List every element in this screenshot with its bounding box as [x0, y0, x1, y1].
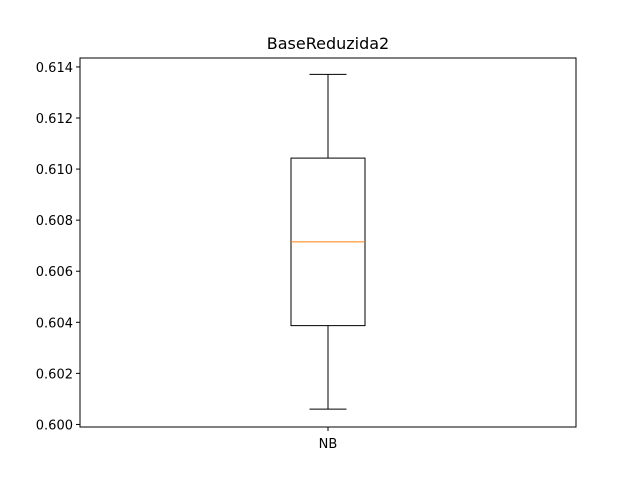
- y-tick-label: 0.602: [36, 367, 73, 382]
- y-tick-label: 0.604: [36, 316, 73, 331]
- y-tick-label: 0.608: [36, 214, 73, 229]
- y-tick-label: 0.614: [36, 61, 73, 76]
- x-axis: NB: [319, 427, 338, 452]
- y-tick-label: 0.610: [36, 163, 73, 178]
- chart-title: BaseReduzida2: [267, 34, 389, 53]
- y-tick-label: 0.612: [36, 112, 73, 127]
- x-tick-label: NB: [319, 437, 338, 452]
- plot-marks: [290, 73, 366, 410]
- y-tick-label: 0.600: [36, 418, 73, 433]
- y-tick-label: 0.606: [36, 265, 73, 280]
- y-axis: 0.600 0.602 0.604 0.606 0.608 0.610 0.612 0.614: [36, 61, 80, 433]
- axes-frame: [79, 57, 577, 428]
